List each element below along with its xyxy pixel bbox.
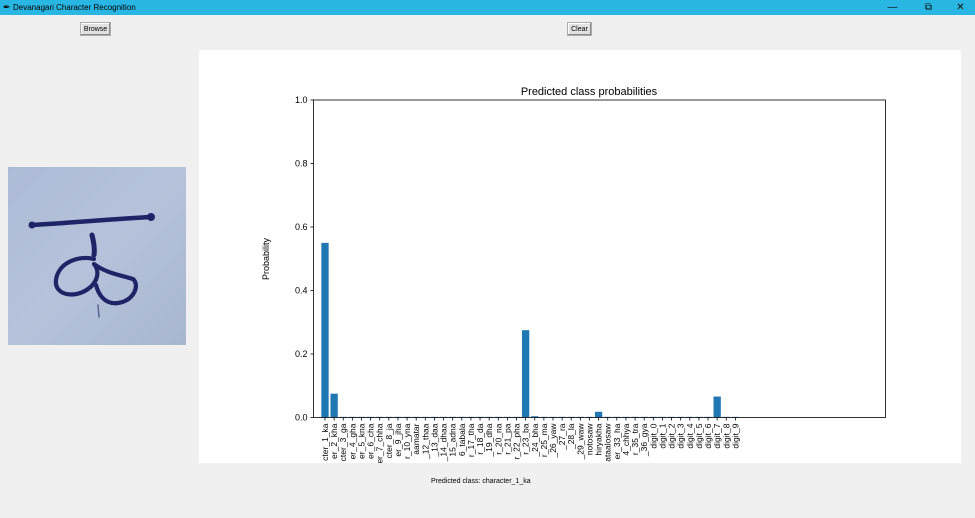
x-tick-label: _29_waw	[575, 423, 585, 461]
x-tick-label: digit_1	[657, 423, 667, 448]
x-tick-label: _26_yaw	[548, 423, 558, 459]
window-title: Devanagari Character Recognition	[13, 3, 136, 12]
x-tick-label: r_23_ba	[521, 423, 531, 454]
chart-title: Predicted class probabilities	[521, 86, 658, 98]
x-tick-label: 6_tabala	[457, 423, 467, 456]
character-image-preview	[8, 167, 186, 345]
x-tick-label: 15_adna	[448, 423, 458, 456]
x-tick-label: _14_dhaa	[439, 423, 449, 462]
chart-figure: Predicted class probabilities 0.0 0.2 0.4 0…	[199, 50, 961, 464]
restore-button[interactable]: ⧉	[924, 2, 933, 13]
x-tick-label: _28_la	[566, 423, 576, 450]
close-button[interactable]: ✕	[956, 2, 965, 13]
x-tick-label: cter_3_ga	[338, 423, 348, 461]
x-tick-label: _13_daa	[429, 423, 439, 457]
x-tick-label: digit_7	[712, 423, 722, 448]
x-tick-label: _19_dha	[484, 423, 494, 457]
x-tick-label: r_10_yna	[402, 423, 412, 459]
x-tick-label: ataalosaw	[603, 423, 613, 462]
x-tick-label: digit_8	[721, 423, 731, 448]
x-tick-label: er_2_kha	[329, 423, 339, 459]
y-tick-label: 0.4	[295, 286, 308, 296]
bar-r_23_ba	[521, 330, 530, 418]
x-tick-label: digit_3	[676, 423, 686, 448]
y-tick-label: 0.0	[295, 413, 308, 423]
x-tick-label: _27_ra	[557, 423, 567, 451]
bar-_24_bha	[531, 416, 539, 418]
x-tick-label: digit_5	[694, 423, 704, 448]
x-tick-label: er_7_chha	[375, 423, 385, 463]
x-tick-label: r_35_tra	[630, 423, 640, 455]
x-tick-label: cter_1_ka	[320, 423, 330, 461]
title-bar: ✒ Devanagari Character Recognition — ⧉ ✕	[0, 0, 975, 15]
minimize-button[interactable]: —	[887, 2, 898, 13]
x-tick-label: digit_4	[685, 423, 695, 448]
x-tick-label: r_21_pa	[502, 423, 512, 454]
x-tick-label: er_5_kna	[356, 423, 366, 459]
x-tick-label: hiryakha	[594, 423, 604, 455]
x-tick-label: er_33_ha	[612, 423, 622, 459]
y-tick-label: 0.6	[295, 222, 308, 232]
x-tick-label: aamatar	[411, 423, 421, 454]
x-tick-label: er_6_cha	[366, 423, 376, 459]
predicted-class-label: Predicted class: character_1_ka	[431, 478, 531, 485]
y-tick-label: 0.2	[295, 349, 308, 359]
x-tick-label: digit_9	[730, 423, 740, 448]
x-tick-label: er_9_jha	[393, 423, 403, 456]
bar-er_2_kha	[330, 393, 338, 418]
y-axis-label: Probability	[261, 237, 271, 280]
browse-button[interactable]: Browse	[80, 22, 111, 36]
x-tick-label: notosaw	[584, 423, 594, 456]
x-tick-label: digit_2	[667, 423, 677, 448]
bar-digit_7	[713, 396, 721, 418]
plot-frame	[313, 99, 886, 418]
x-tick-label: digit_0	[648, 423, 658, 448]
x-tick-label: r_20_na	[493, 423, 503, 454]
x-tick-label: _12_thaa	[420, 423, 430, 460]
x-tick-label: cter_8_ja	[384, 423, 394, 458]
y-tick-label: 0.8	[295, 159, 308, 169]
x-tick-label: _36_gya	[639, 423, 649, 457]
x-tick-label: digit_6	[703, 423, 713, 448]
x-tick-label: r_25_ma	[539, 423, 549, 457]
bar-hiryakha	[594, 411, 603, 418]
x-tick-label: 4_chhya	[621, 423, 631, 455]
y-tick-label: 1.0	[295, 95, 308, 105]
x-tick-label: er_4_gha	[347, 423, 357, 459]
x-tick-label: r_17_tha	[466, 423, 476, 457]
bar-cter_1_ka	[321, 242, 329, 418]
probability-bar-chart: Predicted class probabilities 0.0 0.2 0.4 0…	[261, 86, 886, 464]
x-tick-label: _24_bha	[530, 423, 540, 457]
handwritten-character-image	[8, 167, 186, 345]
clear-button[interactable]: Clear	[567, 22, 592, 36]
x-tick-label: r_18_da	[475, 423, 485, 454]
x-tick-label: r_22_pha	[512, 423, 522, 459]
feather-icon: ✒	[3, 2, 11, 12]
